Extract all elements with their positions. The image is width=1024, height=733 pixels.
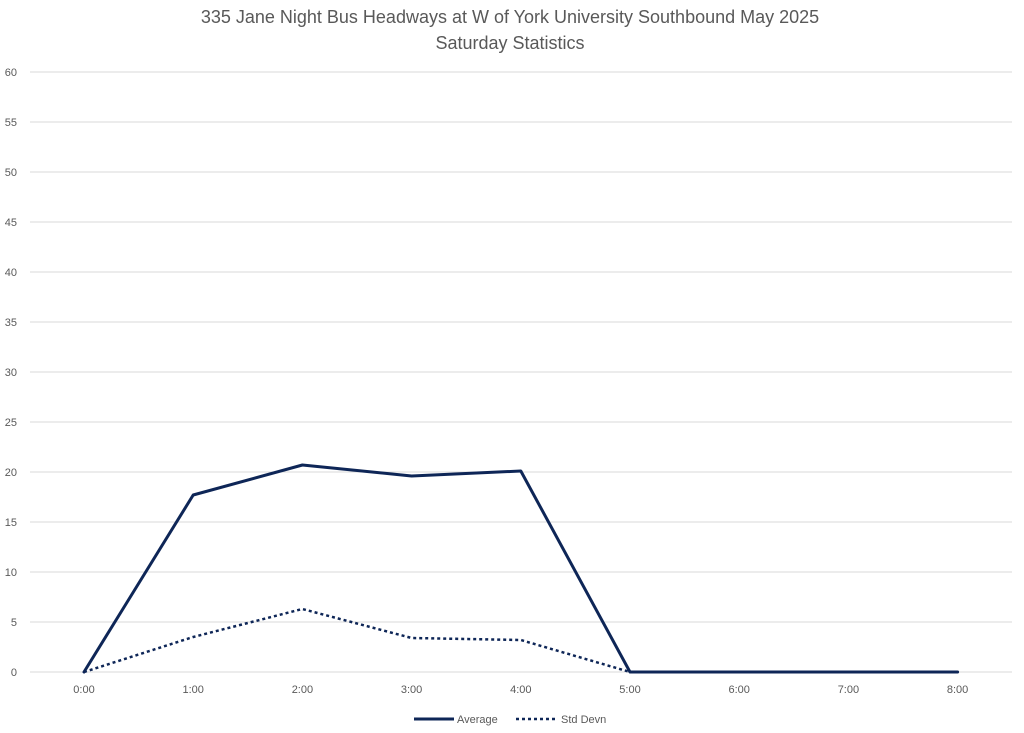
x-tick-label: 8:00 [947,684,968,696]
legend-label-std-devn: Std Devn [561,714,606,726]
chart-subtitle: Saturday Statistics [435,33,584,53]
y-axis-ticks: 0 5 10 15 20 25 30 35 40 45 50 55 60 [5,67,17,679]
chart-title: 335 Jane Night Bus Headways at W of York… [201,7,819,27]
y-tick-label: 25 [5,417,17,429]
series-line-average [82,463,960,674]
y-tick-label: 60 [5,67,17,79]
x-tick-label: 5:00 [619,684,640,696]
y-tick-label: 10 [5,567,17,579]
y-tick-label: 45 [5,217,17,229]
x-tick-label: 3:00 [401,684,422,696]
series-line-std-devn [83,607,631,674]
y-tick-label: 30 [5,367,17,379]
x-tick-label: 1:00 [182,684,203,696]
gridlines [30,71,1012,673]
x-tick-label: 0:00 [73,684,94,696]
y-tick-label: 5 [11,617,17,629]
y-tick-label: 40 [5,267,17,279]
y-tick-label: 50 [5,167,17,179]
y-tick-label: 20 [5,467,17,479]
series-lines [82,463,960,674]
legend-label-average: Average [457,714,498,726]
x-tick-label: 2:00 [292,684,313,696]
x-tick-label: 6:00 [728,684,749,696]
y-tick-label: 15 [5,517,17,529]
x-tick-label: 4:00 [510,684,531,696]
y-tick-label: 35 [5,317,17,329]
legend: Average Std Devn [414,714,606,726]
x-tick-label: 7:00 [838,684,859,696]
y-tick-label: 0 [11,667,17,679]
x-axis-ticks: 0:00 1:00 2:00 3:00 4:00 5:00 6:00 7:00 8:00 [73,684,968,696]
y-tick-label: 55 [5,117,17,129]
